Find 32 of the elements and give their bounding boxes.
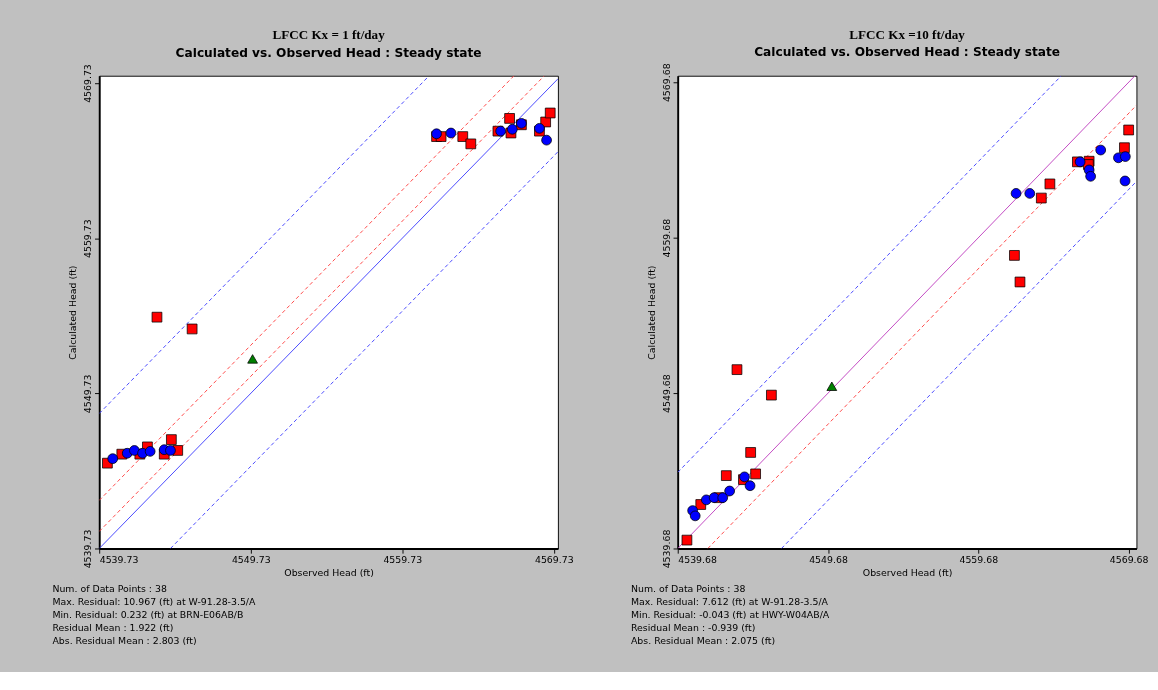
text: Min. Residual: 0.232 (ft) at BRN-E06AB/B bbox=[52, 608, 244, 620]
text: Abs. Residual Mean : 2.803 (ft) bbox=[52, 634, 197, 646]
chart-subtitle: Calculated vs. Observed Head : Steady state bbox=[754, 45, 1061, 60]
y-tick-label: 4569.73 bbox=[82, 64, 94, 103]
text: Max. Residual: 10.967 (ft) at W-91.28-3.5/A bbox=[52, 595, 257, 607]
text: Num. of Data Points : 38 bbox=[630, 582, 746, 594]
x-tick-label: 4559.68 bbox=[959, 554, 999, 566]
text: Num. of Data Points : 38 bbox=[52, 582, 167, 594]
text: Min. Residual: -0.043 (ft) at HWY-W04AB/A bbox=[630, 608, 830, 620]
x-tick-label: 4549.68 bbox=[809, 554, 848, 566]
x-tick-label: 4569.68 bbox=[1109, 554, 1149, 566]
text: Residual Mean : 1.922 (ft) bbox=[52, 621, 174, 633]
chart-subtitle: Calculated vs. Observed Head : Steady state bbox=[175, 46, 482, 61]
x-tick-label: 4539.73 bbox=[99, 554, 139, 566]
y-tick-label: 4569.68 bbox=[660, 63, 672, 103]
text: Max. Residual: 7.612 (ft) at W-91.28-3.5/A bbox=[630, 595, 829, 607]
x-axis-title: Observed Head (ft) bbox=[862, 567, 953, 579]
y-tick-label: 4559.73 bbox=[82, 219, 94, 259]
text: Abs. Residual Mean : 2.075 (ft) bbox=[630, 634, 776, 646]
y-axis-title: Calculated Head (ft) bbox=[645, 265, 657, 360]
x-tick-label: 4549.73 bbox=[231, 554, 271, 566]
x-axis-title: Observed Head (ft) bbox=[284, 567, 374, 579]
y-tick-label: 4549.68 bbox=[660, 374, 672, 413]
x-tick-label: 4539.68 bbox=[678, 554, 717, 566]
x-tick-label: 4569.73 bbox=[534, 554, 574, 566]
x-tick-label: 4559.73 bbox=[383, 554, 423, 566]
y-tick-label: 4559.68 bbox=[660, 218, 672, 258]
y-tick-label: 4549.73 bbox=[82, 374, 94, 414]
chart-title: LFCC Kx =10 ft/day bbox=[849, 26, 966, 42]
chart-title: LFCC Kx = 1 ft/day bbox=[272, 27, 386, 43]
y-axis-title: Calculated Head (ft) bbox=[67, 265, 79, 360]
text: Residual Mean : -0.939 (ft) bbox=[630, 621, 756, 633]
